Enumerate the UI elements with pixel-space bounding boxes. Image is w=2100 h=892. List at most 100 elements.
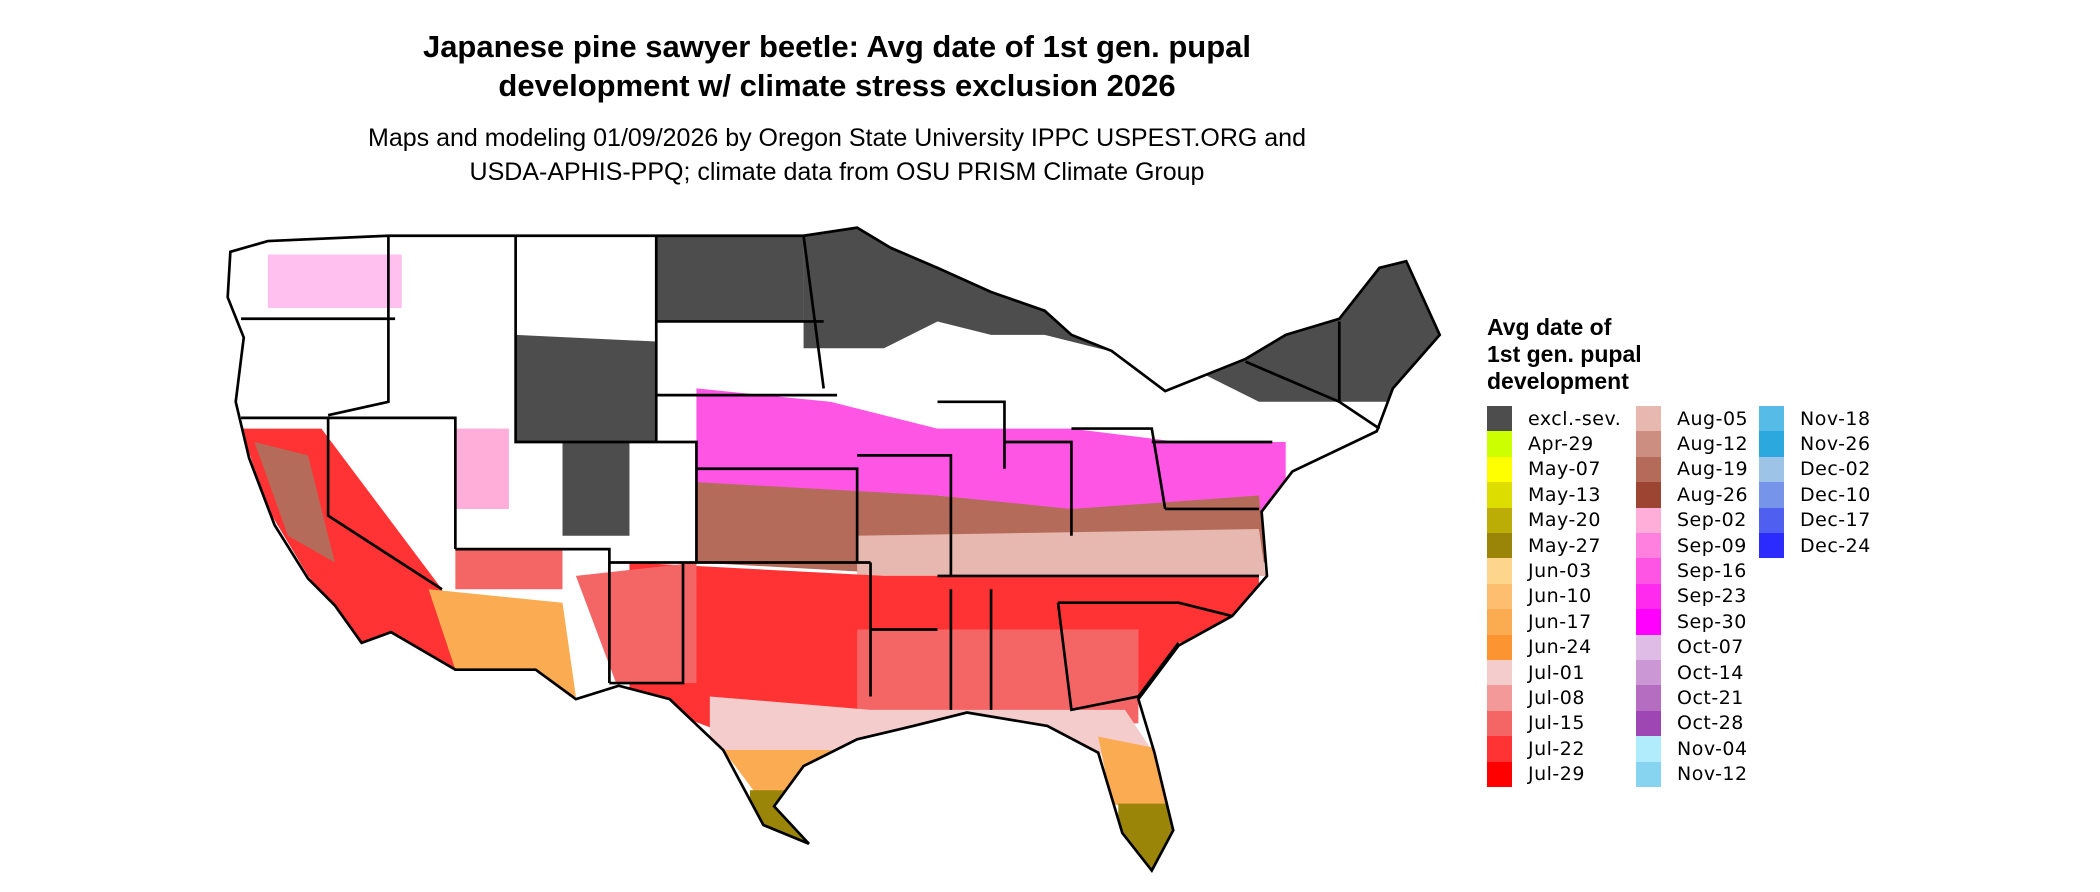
legend-label: Nov-18: [1800, 407, 1871, 430]
legend-swatch: [1487, 431, 1512, 457]
legend-item: Nov-18: [1759, 406, 1871, 432]
map-region-utah: [455, 428, 509, 509]
map-region-may-texas: [750, 790, 817, 858]
legend-item: Jul-15: [1487, 710, 1585, 737]
legend-label: Nov-26: [1800, 433, 1871, 456]
legend-label: Jul-08: [1528, 687, 1585, 710]
legend-item: Sep-23: [1636, 583, 1747, 610]
legend-title-line2: 1st gen. pupal: [1487, 341, 1642, 367]
legend-swatch: [1487, 507, 1512, 533]
legend-swatch: [1487, 660, 1512, 686]
legend-label: excl.-sev.: [1528, 407, 1622, 430]
legend-item: Jun-03: [1487, 558, 1592, 584]
legend-label: Dec-02: [1800, 458, 1871, 481]
legend-swatch: [1636, 761, 1661, 787]
legend-swatch: [1487, 583, 1512, 610]
legend-item: Dec-10: [1759, 482, 1871, 508]
legend-swatch: [1636, 736, 1661, 762]
legend-item: Oct-28: [1636, 710, 1744, 737]
map-subtitle: Maps and modeling 01/09/2026 by Oregon S…: [237, 121, 1437, 189]
legend-item: Nov-12: [1636, 761, 1748, 787]
legend-label: May-27: [1528, 534, 1601, 557]
legend-item: Aug-19: [1636, 456, 1748, 483]
legend-swatch: [1636, 431, 1661, 457]
legend-label: Nov-12: [1677, 763, 1748, 786]
legend-label: Jun-03: [1528, 560, 1592, 583]
legend-label: Sep-16: [1677, 560, 1747, 583]
legend-label: Aug-26: [1677, 483, 1749, 506]
legend-item: Nov-26: [1759, 431, 1871, 457]
legend-swatch: [1487, 456, 1512, 483]
map-region-excluded-wyoming: [515, 334, 657, 442]
legend-item: Nov-04: [1636, 736, 1748, 762]
legend-label: Sep-23: [1677, 585, 1747, 608]
legend-title-line3: development: [1487, 368, 1629, 394]
map-region-excluded-nd-sd: [656, 227, 804, 322]
legend-item: Oct-07: [1636, 634, 1744, 660]
legend-label: Apr-29: [1528, 433, 1594, 456]
legend-swatch: [1487, 558, 1512, 584]
legend-item: Jun-10: [1487, 583, 1592, 610]
legend-swatch: [1759, 507, 1784, 533]
legend-label: Jul-15: [1528, 712, 1585, 735]
legend-item: Jul-08: [1487, 685, 1585, 711]
legend-swatch: [1759, 456, 1784, 483]
legend-title-line1: Avg date of: [1487, 314, 1612, 340]
legend-swatch: [1759, 533, 1784, 559]
map-title-line2: development w/ climate stress exclusion …: [498, 68, 1176, 103]
legend-item: Aug-05: [1636, 406, 1749, 432]
map-region-excluded-colorado: [562, 441, 630, 536]
legend-label: May-07: [1528, 458, 1601, 481]
legend-swatch: [1636, 507, 1661, 533]
legend-label: Sep-09: [1677, 534, 1747, 557]
legend-swatch: [1487, 609, 1512, 635]
legend-item: Sep-02: [1636, 507, 1747, 533]
map-region-california-valley: [254, 441, 335, 563]
legend-label: Jul-22: [1528, 737, 1585, 760]
legend-label: Jun-10: [1528, 585, 1592, 608]
legend-swatch: [1759, 406, 1784, 432]
legend-item: Jun-24: [1487, 634, 1592, 660]
map-region-jun-florida: [1098, 736, 1166, 817]
legend-item: Apr-29: [1487, 431, 1594, 457]
legend-label: May-13: [1528, 483, 1601, 506]
legend-item: Jul-01: [1487, 660, 1585, 686]
legend-swatch: [1636, 634, 1661, 660]
legend-item: Jul-29: [1487, 761, 1585, 787]
legend-swatch: [1487, 634, 1512, 660]
legend-label: Oct-21: [1677, 687, 1744, 710]
legend-item: Sep-16: [1636, 558, 1747, 584]
legend-label: Sep-30: [1677, 610, 1747, 633]
legend-item: Dec-02: [1759, 456, 1871, 483]
legend-swatch: [1487, 406, 1512, 432]
legend-label: Dec-10: [1800, 483, 1871, 506]
legend-label: Dec-24: [1800, 534, 1871, 557]
legend-swatch: [1636, 710, 1661, 737]
map-title: Japanese pine sawyer beetle: Avg date of…: [237, 27, 1437, 105]
legend-swatch: [1487, 482, 1512, 508]
legend-item: Oct-14: [1636, 660, 1744, 686]
legend-swatch: [1759, 431, 1784, 457]
map-region-washington: [267, 254, 402, 309]
legend-swatch: [1636, 406, 1661, 432]
legend-swatch: [1487, 685, 1512, 711]
legend-item: Aug-12: [1636, 431, 1748, 457]
legend-swatch: [1636, 685, 1661, 711]
legend-label: Nov-04: [1677, 737, 1748, 760]
map-subtitle-line1: Maps and modeling 01/09/2026 by Oregon S…: [368, 124, 1306, 152]
legend-label: Dec-17: [1800, 509, 1871, 532]
legend-swatch: [1487, 710, 1512, 737]
legend-item: excl.-sev.: [1487, 406, 1622, 432]
legend-item: May-27: [1487, 533, 1601, 559]
legend-label: Sep-02: [1677, 509, 1747, 532]
legend-swatch: [1636, 583, 1661, 610]
legend-label: Jun-17: [1528, 610, 1592, 633]
legend-item: Oct-21: [1636, 685, 1744, 711]
legend-label: Jul-01: [1528, 661, 1585, 684]
legend-swatch: [1487, 533, 1512, 559]
legend-label: Aug-05: [1677, 407, 1749, 430]
legend-item: Jul-22: [1487, 736, 1585, 762]
legend-label: Jun-24: [1528, 636, 1592, 659]
legend-label: Jul-29: [1528, 763, 1585, 786]
